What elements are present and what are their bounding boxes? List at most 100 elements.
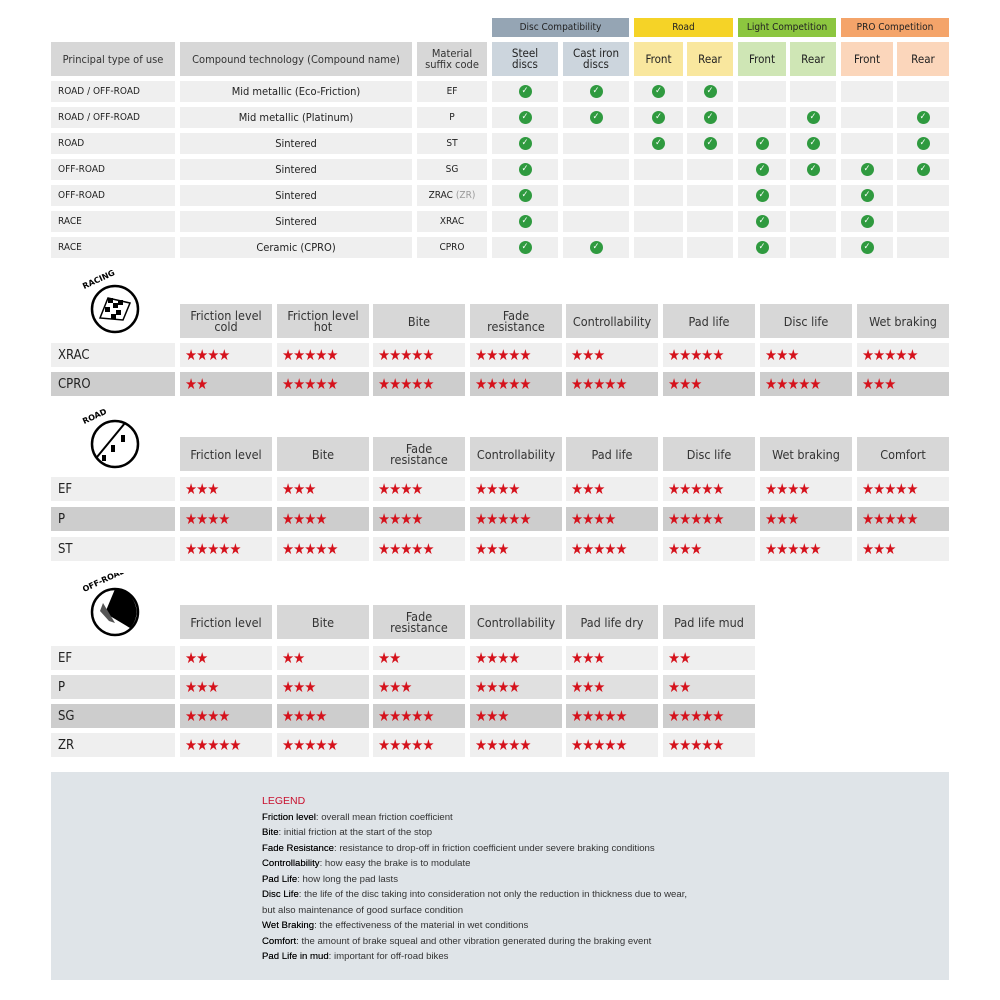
star-rating: ★★★★★ [470,343,562,367]
check-icon: ✓ [518,163,532,176]
legend-item: Friction level: overall mean friction co… [262,810,687,826]
check-icon: ✓ [518,215,532,228]
legend-item: Pad Life in mud: important for off-road … [262,949,687,965]
check-icon: ✓ [518,111,532,124]
star-rating: ★★★ [566,477,658,501]
subcolumn-header: Front [841,42,893,76]
rating-column-header: Disc life [663,437,755,471]
legend-description: : the effectiveness of the material in w… [314,920,529,931]
star-rating: ★★★★★ [857,477,949,501]
rating-column-header: Bite [277,437,369,471]
compound-code: SG [51,704,175,728]
check-cell [897,237,949,258]
check-icon: ✓ [652,111,665,124]
legend-item: Controllability: how easy the brake is t… [262,856,687,872]
star-rating: ★★★★★ [566,372,658,396]
compound-code: ST [51,537,175,561]
star-rating: ★★★★★ [663,704,755,728]
rating-column-header: Fade resistance [373,605,465,639]
star-rating: ★★★★ [566,507,658,531]
check-cell: ✓ [841,185,893,206]
legend-description: but also maintenance of good surface con… [262,904,464,916]
star-rating: ★★★ [566,646,658,670]
legend-item: Pad Life: how long the pad lasts [262,872,687,888]
legend-item: but also maintenance of good surface con… [262,903,687,919]
check-icon: ✓ [860,215,874,228]
racing-flag-icon: RACING [81,270,140,334]
legend-item: Wet Braking: the effectiveness of the ma… [262,918,687,934]
check-cell [790,211,836,232]
legend-term: Controllability [262,858,320,869]
legend-item: Fade Resistance: resistance to drop-off … [262,841,687,857]
star-rating: ★★★ [857,537,949,561]
check-cell: ✓ [634,107,683,128]
check-icon: ✓ [806,163,820,176]
legend-term: Pad Life in mud [262,951,329,962]
check-cell [634,211,683,232]
code-alias: (ZR) [455,190,476,201]
rating-column-header: Bite [373,304,465,338]
star-rating: ★★★★ [760,477,852,501]
check-cell [687,211,733,232]
rating-column-header: Pad life mud [663,605,755,639]
check-cell: ✓ [738,133,786,154]
star-rating: ★★ [180,372,272,396]
star-rating: ★★★★★ [277,733,369,757]
use-cell: RACE [51,211,175,232]
column-header: Compound technology (Compound name) [180,42,412,76]
star-rating: ★★★ [566,343,658,367]
check-cell: ✓ [563,107,629,128]
check-cell: ✓ [492,159,558,180]
code-cell: XRAC [417,211,487,232]
code-text: CPRO [439,242,465,253]
check-cell: ✓ [790,159,836,180]
star-rating: ★★★★★ [663,507,755,531]
rating-column-header: Friction level cold [180,304,272,338]
check-icon: ✓ [916,111,930,124]
star-rating: ★★★★★ [277,372,369,396]
check-cell [563,133,629,154]
check-icon: ✓ [755,241,769,254]
legend-term: Bite [262,827,279,838]
star-rating: ★★★ [857,372,949,396]
check-icon: ✓ [652,85,665,98]
check-cell: ✓ [563,237,629,258]
check-cell: ✓ [634,81,683,102]
check-cell [897,81,949,102]
star-rating: ★★★ [663,372,755,396]
subcolumn-header: Steel discs [492,42,558,76]
check-icon: ✓ [755,163,769,176]
check-icon: ✓ [755,189,769,202]
check-cell [738,81,786,102]
check-icon: ✓ [860,163,874,176]
road-icon: ROAD [81,407,140,469]
check-icon: ✓ [703,137,717,150]
check-icon: ✓ [860,241,874,254]
star-rating: ★★★★★ [566,537,658,561]
code-cell: P [417,107,487,128]
check-cell [687,185,733,206]
legend-description: : how easy the brake is to modulate [319,858,471,869]
check-cell: ✓ [841,159,893,180]
check-cell [841,133,893,154]
star-rating: ★★★★★ [277,343,369,367]
star-rating: ★★★★ [373,507,465,531]
star-rating: ★★★★★ [470,507,562,531]
star-rating: ★★★★ [180,704,272,728]
code-cell: SG [417,159,487,180]
check-cell: ✓ [687,107,733,128]
check-icon: ✓ [916,137,930,150]
rating-column-header: Friction level [180,605,272,639]
star-rating: ★★★★ [277,507,369,531]
check-cell [634,185,683,206]
check-icon: ✓ [703,111,717,124]
star-rating: ★★★★ [180,507,272,531]
check-icon: ✓ [589,111,603,124]
compound-code: P [51,675,175,699]
check-cell: ✓ [492,211,558,232]
rating-column-header: Fade resistance [373,437,465,471]
star-rating: ★★★★ [180,343,272,367]
check-cell: ✓ [897,133,949,154]
check-icon: ✓ [652,137,665,150]
compound-code: XRAC [51,343,175,367]
